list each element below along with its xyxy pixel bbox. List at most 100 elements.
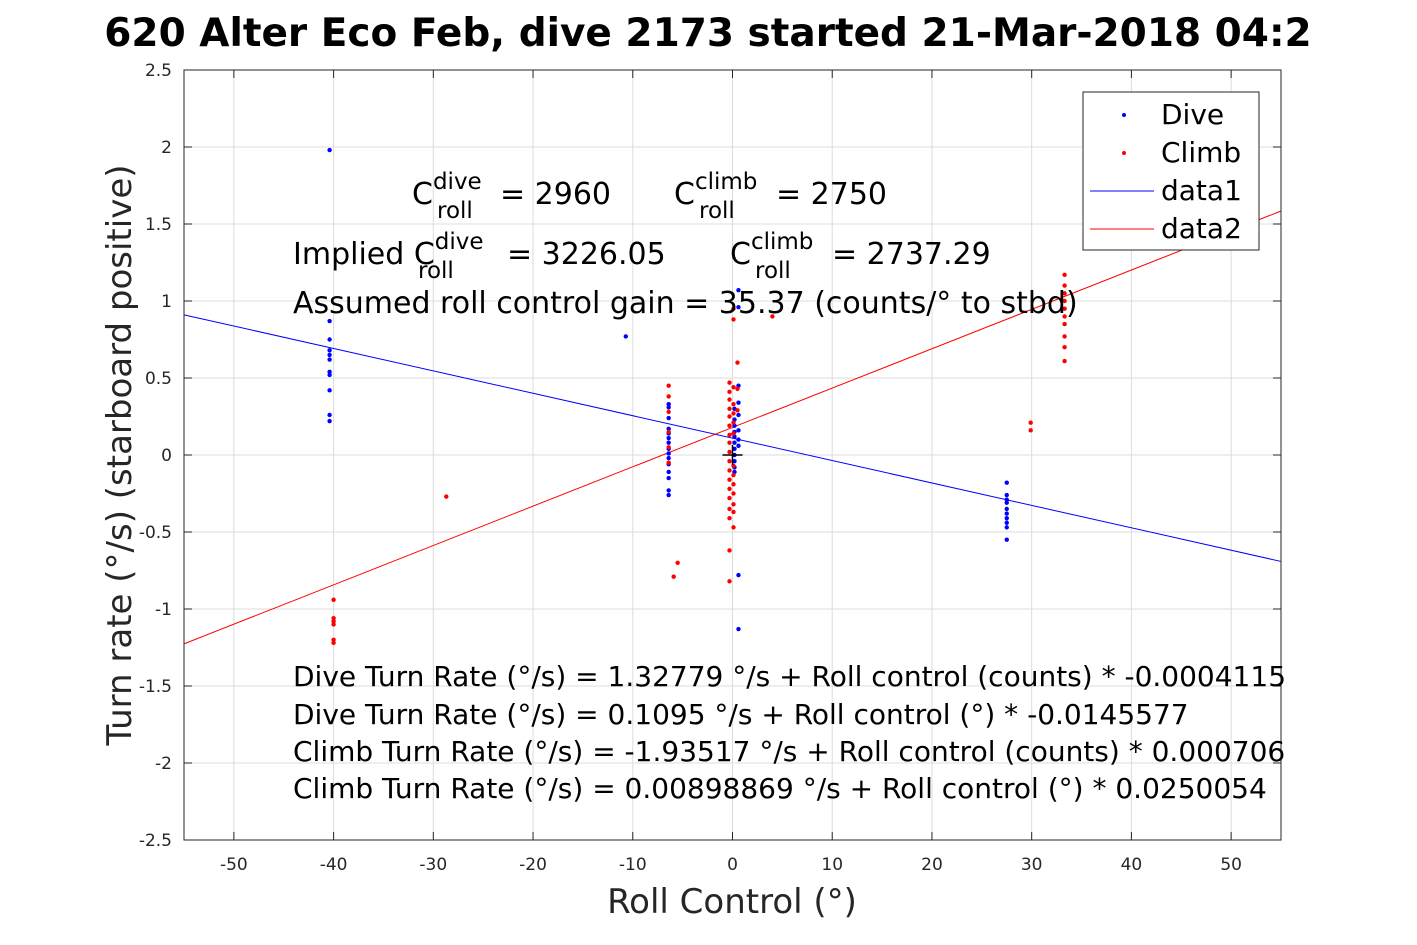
climb-point (666, 445, 671, 450)
dive-point (327, 147, 332, 153)
climb-point (331, 619, 336, 624)
climb-point (770, 314, 775, 319)
x-tick-label: 20 (921, 855, 943, 875)
dive-point (327, 418, 332, 424)
eq-climb-counts: Climb Turn Rate (°/s) = -1.93517 °/s + R… (293, 735, 1285, 768)
climb-point (735, 386, 740, 391)
fit-lines (183, 210, 1282, 645)
y-tick-label: 1 (161, 292, 172, 312)
implied-dive-sub: roll (418, 258, 454, 284)
climb-point (727, 406, 732, 411)
dive-point (327, 352, 332, 358)
y-tick-label: -1 (155, 600, 172, 620)
climb-point (727, 486, 732, 492)
dive-point (736, 572, 741, 578)
dive-point (327, 318, 332, 324)
c-dive-prefix: C (412, 177, 433, 212)
eq-climb-deg: Climb Turn Rate (°/s) = 0.00898869 °/s +… (293, 772, 1267, 805)
climb-point (727, 423, 732, 428)
dive-point (623, 334, 628, 339)
dive-point (736, 412, 741, 418)
climb-point (727, 515, 732, 521)
y-tick-label: -0.5 (139, 523, 172, 543)
climb-point (735, 408, 740, 413)
legend-climb-label: Climb (1161, 136, 1241, 169)
x-tick-label: -30 (419, 855, 447, 875)
chart-title: 620 Alter Eco Feb, dive 2173 started 21-… (104, 11, 1311, 56)
c-climb-value: = 2750 (776, 177, 887, 212)
x-tick-label: 0 (727, 855, 738, 875)
y-tick-label: 1.5 (145, 215, 172, 235)
c-dive-sub: roll (437, 198, 473, 224)
climb-point (675, 560, 680, 565)
climb-point (727, 548, 732, 553)
x-tick-label: -20 (519, 855, 547, 875)
climb-point (731, 317, 736, 322)
y-tick-label: -2.5 (139, 831, 172, 851)
climb-point (666, 394, 671, 399)
x-tick-label: -40 (320, 855, 348, 875)
climb-point (727, 432, 732, 438)
climb-point (666, 460, 671, 465)
data2-fit-line (183, 210, 1282, 645)
y-tick-label: 2.5 (145, 61, 172, 81)
dive-point (666, 426, 671, 432)
climb-point (1062, 291, 1067, 296)
climb-point (731, 472, 736, 478)
y-tick-label: 0.5 (145, 369, 172, 389)
dive-point (327, 348, 332, 353)
climb-point (666, 429, 671, 435)
climb-point (1062, 345, 1067, 350)
legend-dive-marker (1122, 113, 1126, 117)
y-tick-label: 0 (161, 446, 172, 466)
climb-point (731, 502, 736, 507)
eq-dive-deg: Dive Turn Rate (°/s) = 0.1095 °/s + Roll… (293, 698, 1189, 731)
dive-point (666, 440, 671, 445)
dive-point (666, 415, 671, 421)
legend-climb-marker (1122, 151, 1126, 155)
dive-point (666, 455, 671, 461)
dive-point (666, 451, 671, 456)
climb-point (731, 525, 736, 530)
climb-point (727, 414, 732, 419)
legend-box (1082, 91, 1260, 251)
climb-point (1062, 272, 1067, 278)
dive-point (327, 372, 332, 378)
climb-point (331, 616, 336, 621)
x-axis-ticks: -50 -40 -30 -20 -10 0 10 20 30 40 50 (220, 70, 1242, 875)
climb-point (1062, 321, 1067, 327)
dive-point (1004, 537, 1009, 542)
dive-point (736, 288, 741, 293)
climb-point (735, 360, 740, 365)
origin-crosshair-marker (722, 445, 743, 465)
dive-point (666, 435, 671, 441)
climb-point (727, 397, 732, 402)
x-tick-label: 50 (1220, 855, 1242, 875)
implied-climb-sub: roll (755, 258, 791, 284)
climb-point (731, 306, 736, 311)
dive-point (666, 475, 671, 481)
dive-point (327, 388, 332, 393)
climb-point (1062, 358, 1067, 364)
climb-point (731, 401, 736, 407)
implied-dive-value: = 3226.05 (507, 237, 666, 272)
climb-point (1028, 420, 1033, 425)
climb-point (666, 383, 671, 388)
y-axis-ticks: -2.5 -2 -1.5 -1 -0.5 0 0.5 1 1.5 2 2.5 (139, 61, 1281, 851)
eq-dive-counts: Dive Turn Rate (°/s) = 1.32779 °/s + Rol… (293, 660, 1286, 693)
climb-point (727, 389, 732, 395)
x-tick-label: 40 (1121, 855, 1143, 875)
implied-dive-annotation: Implied Cdive (293, 229, 484, 272)
dive-point (1004, 500, 1009, 505)
y-axis-label: Turn rate (°/s) (starboard positive) (100, 164, 140, 746)
dive-point (736, 437, 741, 442)
implied-climb-prefix: C (730, 237, 751, 272)
c-climb-sup: climb (695, 169, 757, 195)
climb-point (727, 440, 732, 445)
dive-point (736, 626, 741, 632)
x-tick-label: -10 (619, 855, 647, 875)
climb-point (1062, 334, 1067, 339)
climb-point (731, 420, 736, 425)
climb-point (331, 622, 336, 627)
dive-point (1004, 480, 1009, 485)
